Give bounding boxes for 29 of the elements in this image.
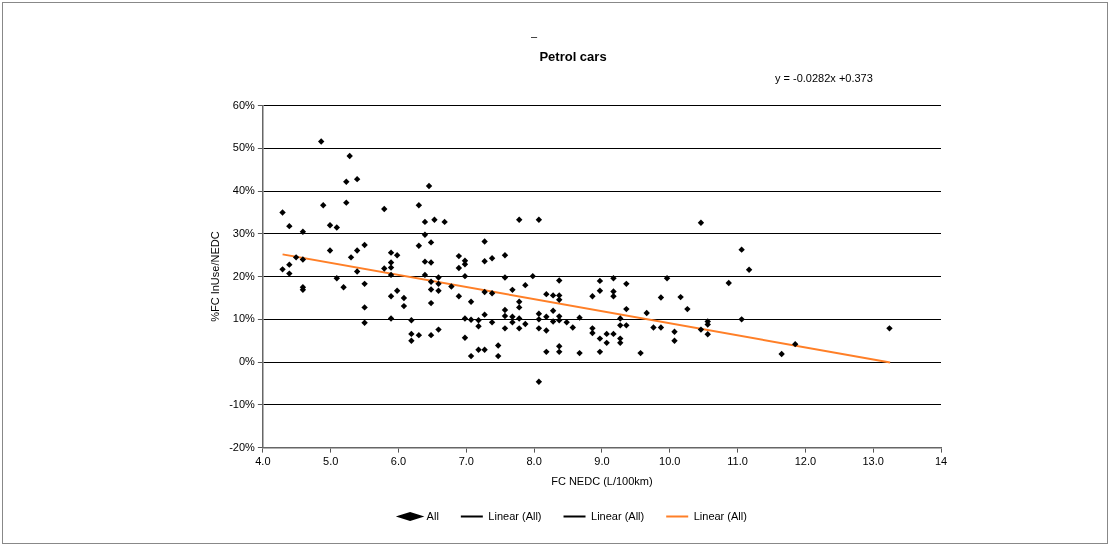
legend-label: All xyxy=(426,509,439,522)
x-tick-label: 12.0 xyxy=(794,455,817,468)
y-tick-label: 0% xyxy=(238,355,256,368)
x-tick-label: 11.0 xyxy=(727,455,748,468)
y-tick-label: 40% xyxy=(232,184,256,197)
x-tick-label: 14 xyxy=(934,455,948,468)
x-tick-label: 9.0 xyxy=(594,455,610,468)
chart-title: Petrol cars xyxy=(539,49,607,65)
legend-label: Linear (All) xyxy=(693,509,747,522)
x-tick-label: 4.0 xyxy=(255,455,271,468)
x-tick-label: 7.0 xyxy=(458,455,474,468)
x-tick-label: 8.0 xyxy=(526,455,542,468)
y-tick-label: -10% xyxy=(229,397,256,410)
x-tick-label: 6.0 xyxy=(390,455,407,468)
x-tick-label: 13.0 xyxy=(862,455,884,468)
x-tick-label: 10.0 xyxy=(659,455,681,468)
x-tick-label: 5.0 xyxy=(323,455,339,468)
text: y = -0.0282x +0.373 xyxy=(775,72,873,84)
x-axis-title: FC NEDC (L/100km) xyxy=(551,475,653,488)
y-tick-label: -20% xyxy=(229,440,256,453)
y-tick-label: 60% xyxy=(232,98,256,111)
y-tick-label: 30% xyxy=(232,226,256,239)
y-tick-label: 20% xyxy=(232,269,256,282)
text: – xyxy=(531,30,538,42)
y-tick-label: 50% xyxy=(232,141,256,154)
legend-label: Linear (All) xyxy=(488,509,542,522)
y-axis-title: %FC InUse/NEDC xyxy=(208,231,221,322)
legend-label: Linear (All) xyxy=(591,509,645,522)
y-tick-label: 10% xyxy=(232,312,256,325)
